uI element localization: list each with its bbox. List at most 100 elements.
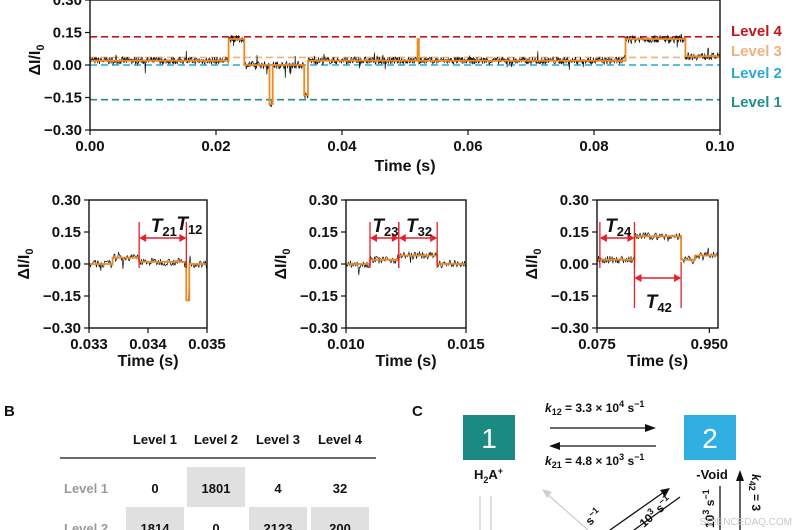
y-tick-label: 0.00 [52,256,81,273]
table-cell-shade [126,507,184,530]
zoom-x-axis-label: Time (s) [117,353,178,370]
x-tick-label: 0.10 [705,138,734,155]
y-tick-label: 0.15 [309,224,338,241]
table-column-header: Level 3 [256,432,300,447]
y-tick-label: 0.00 [53,57,82,74]
main-y-axis-label: ΔI/I0 [27,45,47,76]
table-cell: 2123 [264,521,293,530]
watermark: SCIENCEDAQ.COM [700,517,792,528]
zoom-x-axis-label: Time (s) [375,353,436,370]
dwell-time-label: T21 [151,216,177,239]
dwell-arrow-head [674,274,682,282]
state-2-name: -Void [696,467,728,482]
legend-level-1: Level 1 [731,94,782,111]
table-cell: 0 [151,481,158,496]
arrow-diagonal-2 [609,491,665,530]
dwell-arrow-head [430,234,438,242]
y-tick-label: 0.15 [53,25,82,42]
arrow-faint-diagonal-1 [545,492,589,530]
rate-k21-label: k21 = 4.8 × 103 s−1 [545,452,644,470]
x-tick-label: 0.010 [327,336,365,353]
table-column-header: Level 2 [194,432,238,447]
state-2-number: 2 [702,423,718,454]
y-tick-label: −0.30 [551,320,589,337]
x-tick-label: 0.04 [327,138,357,155]
level-legend: Level 4 Level 3 Level 2 Level 1 [731,23,783,111]
y-tick-label: −0.15 [43,288,81,305]
panel-c: C 1 H2A+ 2 -Void k12 = 3.3 × 104 s−1 k21… [412,399,792,530]
rate-diagonal-2-partial: 103 s−1 [635,492,674,530]
zoom-y-axis-label: ΔI/I0 [16,249,36,280]
zoom-plot-frame [345,199,467,329]
state-1-name: H2A+ [474,466,503,485]
table-cell-shade [249,507,307,530]
zoom-plot-frame [596,199,719,329]
table-column-header: Level 4 [318,432,363,447]
x-tick-label: 0.06 [453,138,482,155]
x-tick-label: 0.00 [75,138,104,155]
y-tick-label: −0.15 [44,90,82,107]
arrow-2-to-1-head [549,442,560,450]
x-tick-label: 0.015 [447,336,485,353]
y-tick-label: −0.30 [44,122,82,139]
table-cell: 4 [274,481,282,496]
dwell-arrow-head [139,234,147,242]
table-column-header: Level 1 [133,432,177,447]
dwell-arrow-head [627,234,635,242]
main-idealized-trace [90,38,720,105]
table-cell: 200 [329,521,351,530]
table-cell: 1814 [141,521,171,530]
rate-diagonal-1-partial: s−1 [581,505,604,528]
dwell-arrow-head [370,234,377,242]
zoom-panel-2: 0.30 0.15 0.00 −0.15 −0.300.010 0.015 Time (s)… [273,192,485,370]
x-tick-label: 0.075 [578,336,616,353]
main-y-ticks: 0.300.150.00−0.15−0.300.00 0.02 0.04 0.06 0.… [44,0,735,155]
panel-b-label: B [4,403,15,420]
y-tick-label: 0.30 [53,0,82,9]
main-x-axis-label: Time (s) [374,158,435,175]
y-tick-label: −0.15 [551,288,589,305]
x-tick-label: 0.950 [691,336,729,353]
transition-table: Level 1 Level 2 Level 3 Level 4 Level 1 0 1801… [60,432,376,530]
arrow-diagonal-3 [633,496,681,530]
dwell-arrow-head [398,234,406,242]
table-cell: 32 [333,481,347,496]
x-tick-label: 0.035 [188,336,226,353]
table-cell: 1801 [202,481,231,496]
y-tick-label: 0.00 [309,256,338,273]
arrow-vertical-right-2-head [736,470,744,481]
zoom-panel-1: 0.30 0.15 0.00 −0.15 −0.300.033 0.034 0.035 Tim… [16,192,226,370]
arrow-faint-diagonal-1-head [542,489,552,498]
zoom-idealized-trace [89,256,207,302]
y-tick-label: 0.30 [52,192,81,209]
dwell-arrow-head [179,234,187,242]
arrow-1-to-2-head [645,424,656,432]
legend-level-4: Level 4 [731,23,783,40]
zoom-plot-frame [88,199,208,329]
y-tick-label: 0.15 [52,224,81,241]
state-1-box [463,415,515,460]
x-tick-label: 0.08 [579,138,608,155]
arrow-diagonal-2-head [660,488,670,497]
y-tick-label: 0.30 [560,192,589,209]
zoom-y-axis-label: ΔI/I0 [524,249,544,280]
dwell-time-label: T23 [372,216,398,239]
x-tick-label: 0.033 [70,336,108,353]
main-level-lines [90,36,720,101]
main-raw-trace [89,33,720,108]
table-cell-shade [187,467,245,507]
table-cell: 0 [212,521,219,530]
dwell-time-label: T42 [646,292,672,315]
y-tick-label: −0.30 [43,320,81,337]
legend-level-2: Level 2 [731,65,782,82]
x-tick-label: 0.02 [201,138,230,155]
table-row-label: Level 1 [64,481,108,496]
main-trace-panel: 0.300.150.00−0.15−0.300.00 0.02 0.04 0.06 0.… [27,0,783,175]
y-tick-label: −0.30 [300,320,338,337]
x-tick-label: 0.034 [129,336,167,353]
dwell-time-label: T32 [406,216,432,239]
rate-k42-partial: k42 = 3 [747,474,763,511]
panel-c-label: C [412,403,423,420]
